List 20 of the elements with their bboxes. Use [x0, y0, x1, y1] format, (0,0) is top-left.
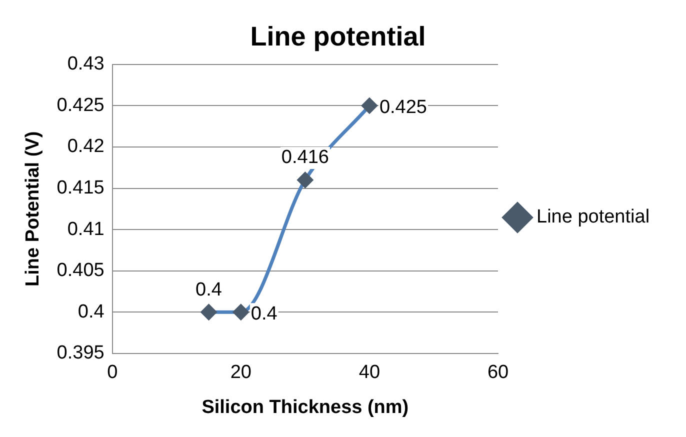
data-label: 0.4 — [250, 303, 278, 324]
chart-title: Line potential — [250, 22, 426, 52]
x-tick-label: 0 — [107, 362, 118, 384]
y-tick-label: 0.425 — [56, 94, 104, 116]
data-label: 0.416 — [281, 147, 329, 168]
y-tick-label: 0.395 — [56, 342, 104, 364]
y-axis-title: Line Potential (V) — [22, 131, 44, 286]
y-tick-label: 0.43 — [67, 54, 104, 75]
x-tick-label: 20 — [230, 362, 252, 384]
y-tick-label: 0.405 — [56, 260, 104, 282]
x-tick-label: 60 — [487, 362, 509, 384]
data-label: 0.425 — [379, 96, 427, 118]
legend-label: Line potential — [536, 206, 650, 228]
x-tick-label: 40 — [358, 362, 380, 384]
y-tick-label: 0.41 — [67, 218, 104, 240]
y-tick-label: 0.4 — [78, 301, 105, 322]
y-tick-label: 0.415 — [56, 177, 104, 198]
x-axis-title: Silicon Thickness (nm) — [202, 396, 409, 418]
data-label: 0.4 — [196, 279, 222, 300]
y-tick-label: 0.42 — [67, 136, 104, 158]
